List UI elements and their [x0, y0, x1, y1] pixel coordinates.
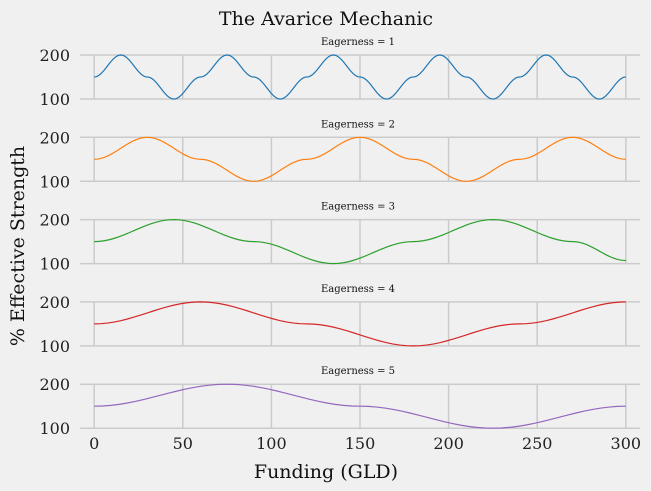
- panel-title: Eagerness = 1: [321, 37, 395, 48]
- panel-1: 100 200 Eagerness = 1: [39, 37, 640, 109]
- y-tick-label: 200: [39, 293, 70, 312]
- panel-3: 100 200 Eagerness = 3: [39, 202, 640, 274]
- series-line-2: [94, 136, 626, 182]
- y-tick-label: 100: [39, 172, 70, 191]
- panel-title: Eagerness = 2: [321, 119, 395, 130]
- series-line-3: [94, 218, 626, 265]
- panel-4: 100 200 Eagerness = 4: [39, 284, 640, 356]
- panel-title: Eagerness = 4: [321, 284, 395, 295]
- y-tick-label: 100: [39, 419, 70, 438]
- series-line-4: [94, 301, 626, 347]
- x-tick-label: 50: [173, 434, 193, 453]
- x-axis-ticks: 0 50 100 150 200 250 300: [89, 434, 641, 453]
- y-tick-label: 200: [39, 375, 70, 394]
- x-tick-label: 300: [611, 434, 642, 453]
- panel-2: 100 200 Eagerness = 2: [39, 119, 640, 191]
- x-tick-label: 0: [89, 434, 99, 453]
- x-tick-label: 150: [345, 434, 376, 453]
- panel-5: 100 200 Eagerness = 5: [39, 366, 640, 438]
- x-tick-label: 100: [256, 434, 287, 453]
- y-tick-label: 200: [39, 46, 70, 65]
- y-tick-label: 200: [39, 211, 70, 230]
- panel-title: Eagerness = 3: [321, 202, 395, 213]
- y-axis-label: % Effective Strength: [7, 146, 29, 346]
- series-line-1: [94, 54, 626, 100]
- y-tick-label: 200: [39, 128, 70, 147]
- x-tick-label: 200: [433, 434, 464, 453]
- series-line-5: [94, 383, 626, 429]
- x-tick-label: 250: [522, 434, 553, 453]
- y-tick-label: 100: [39, 90, 70, 109]
- y-tick-label: 100: [39, 337, 70, 356]
- y-tick-label: 100: [39, 255, 70, 274]
- x-axis-label: Funding (GLD): [254, 461, 398, 483]
- chart-title: The Avarice Mechanic: [219, 8, 433, 30]
- panel-title: Eagerness = 5: [321, 366, 395, 377]
